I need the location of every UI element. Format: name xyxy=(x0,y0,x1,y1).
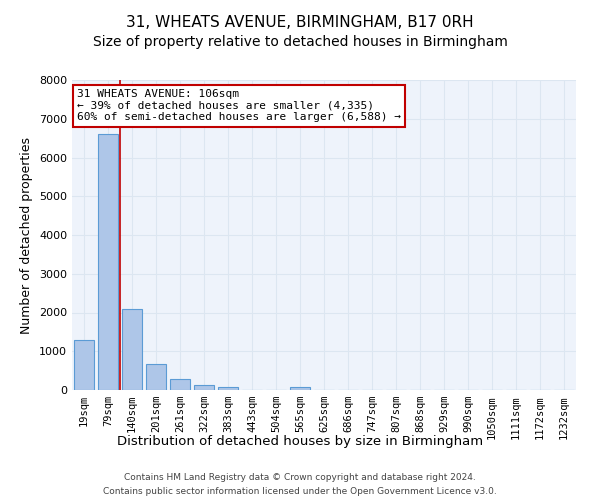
Bar xyxy=(146,364,166,390)
Bar xyxy=(98,134,118,390)
Text: Contains HM Land Registry data © Crown copyright and database right 2024.: Contains HM Land Registry data © Crown c… xyxy=(124,472,476,482)
Text: Size of property relative to detached houses in Birmingham: Size of property relative to detached ho… xyxy=(92,35,508,49)
Text: 31, WHEATS AVENUE, BIRMINGHAM, B17 0RH: 31, WHEATS AVENUE, BIRMINGHAM, B17 0RH xyxy=(126,15,474,30)
Text: Distribution of detached houses by size in Birmingham: Distribution of detached houses by size … xyxy=(117,435,483,448)
Bar xyxy=(194,386,214,390)
Bar xyxy=(122,310,142,390)
Y-axis label: Number of detached properties: Number of detached properties xyxy=(20,136,34,334)
Text: 31 WHEATS AVENUE: 106sqm
← 39% of detached houses are smaller (4,335)
60% of sem: 31 WHEATS AVENUE: 106sqm ← 39% of detach… xyxy=(77,90,401,122)
Bar xyxy=(74,340,94,390)
Bar xyxy=(218,388,238,390)
Text: Contains public sector information licensed under the Open Government Licence v3: Contains public sector information licen… xyxy=(103,488,497,496)
Bar xyxy=(170,379,190,390)
Bar xyxy=(290,388,310,390)
